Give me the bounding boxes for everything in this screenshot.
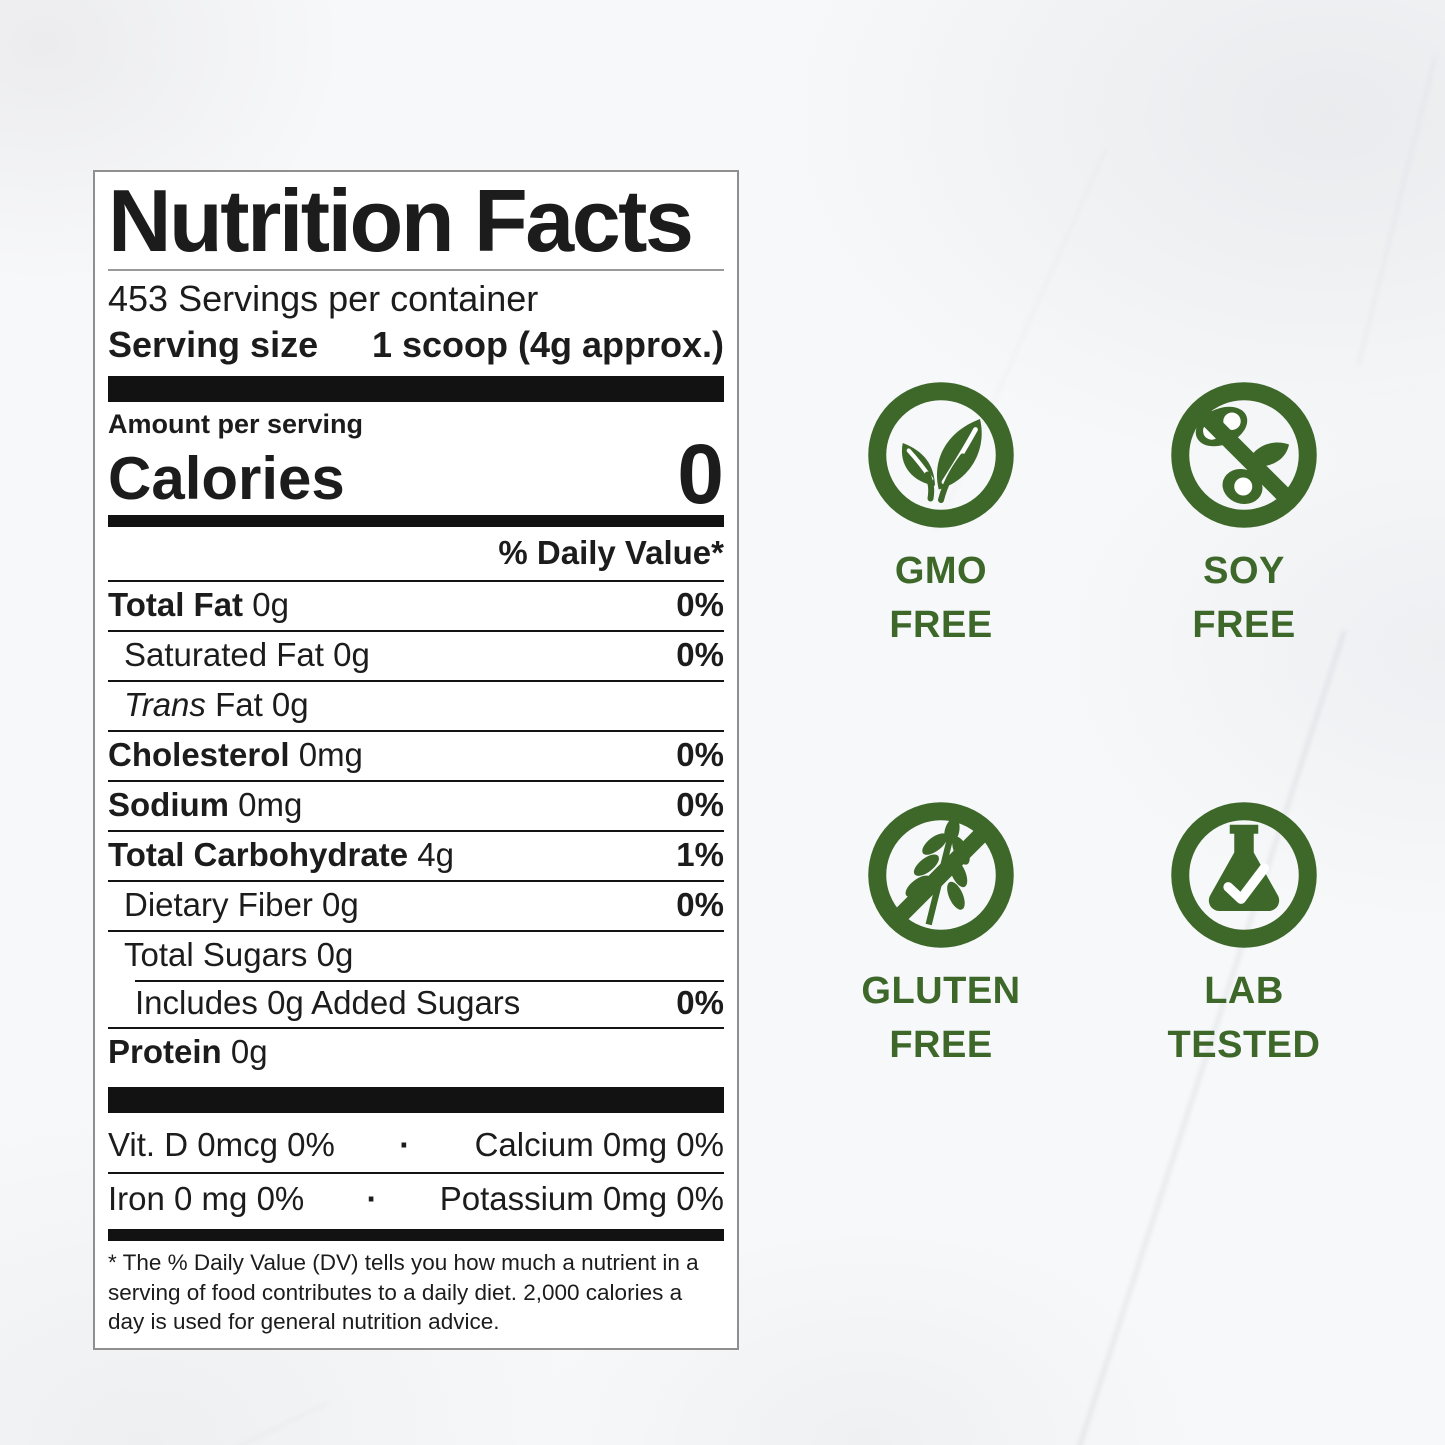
nutrient-amount: 0mg bbox=[229, 785, 303, 823]
nutrient-row-sodium: Sodium 0mg 0% bbox=[108, 779, 724, 830]
amount-per-serving-label: Amount per serving bbox=[108, 409, 364, 440]
divider-bar-thick bbox=[108, 376, 724, 403]
nutrient-name: Trans bbox=[124, 685, 206, 723]
nutrient-name: Total Carbohydrate bbox=[108, 835, 409, 873]
calories-row: Calories 0 bbox=[108, 427, 724, 522]
nutrient-dv: 0% bbox=[676, 885, 724, 923]
nutrient-amount: 0mg bbox=[289, 735, 363, 773]
nutrient-row-added-sugars: Includes 0g Added Sugars 0% bbox=[108, 979, 724, 1028]
calories-label: Calories bbox=[108, 445, 345, 513]
nutrient-dv: 0% bbox=[676, 735, 724, 773]
nutrient-name: Dietary Fiber bbox=[124, 885, 313, 923]
nutrient-name: Saturated Fat bbox=[124, 635, 324, 673]
calories-value: 0 bbox=[677, 427, 724, 522]
no-gluten-icon bbox=[866, 800, 1016, 950]
nutrient-row-trans-fat: Trans Fat 0g bbox=[108, 679, 724, 730]
servings-per-container: 453 Servings per container bbox=[108, 278, 539, 320]
serving-size-label: Serving size bbox=[108, 323, 319, 365]
nutrient-dv: 0% bbox=[676, 635, 724, 673]
no-soy-icon bbox=[1169, 380, 1319, 530]
marble-vein bbox=[93, 1402, 329, 1445]
badge-label: GLUTEN FREE bbox=[861, 970, 1021, 1066]
nutrient-amount: Fat 0g bbox=[205, 685, 309, 723]
serving-size-value: 1 scoop (4g approx.) bbox=[371, 323, 724, 365]
nutrient-amount: 0g bbox=[307, 935, 354, 973]
nutrient-row-protein: Protein 0g bbox=[108, 1027, 724, 1077]
nutrient-name: Includes 0g Added Sugars bbox=[135, 983, 521, 1021]
daily-value-footnote: * The % Daily Value (DV) tells you how m… bbox=[108, 1250, 699, 1334]
divider-bar-medium bbox=[108, 515, 724, 528]
nutrient-name: Sodium bbox=[108, 785, 229, 823]
label-title: Nutrition Facts bbox=[108, 176, 724, 272]
lab-flask-icon bbox=[1169, 800, 1319, 950]
divider-bar-thick bbox=[108, 1087, 724, 1114]
badge-soy-free: SOY FREE bbox=[1094, 380, 1394, 653]
micronutrient-left: Iron 0 mg 0% bbox=[108, 1180, 305, 1218]
nutrient-name: Total Sugars bbox=[124, 935, 308, 973]
nutrient-row-saturated-fat: Saturated Fat 0g 0% bbox=[108, 629, 724, 680]
nutrient-amount: 4g bbox=[408, 835, 454, 873]
nutrient-amount: 0g bbox=[312, 885, 359, 923]
micronutrient-row-iron-potassium: Iron 0 mg 0% · Potassium 0mg 0% bbox=[108, 1172, 724, 1226]
badge-lab-tested: LAB TESTED bbox=[1094, 800, 1394, 1073]
nutrient-dv: 1% bbox=[676, 835, 724, 873]
micronutrient-row-vitd-calcium: Vit. D 0mcg 0% · Calcium 0mg 0% bbox=[108, 1120, 724, 1172]
nutrient-name: Protein bbox=[108, 1033, 222, 1071]
dot-separator: · bbox=[399, 1126, 411, 1164]
badge-gluten-free: GLUTEN FREE bbox=[791, 800, 1091, 1073]
nutrition-facts-label: Nutrition Facts 453 Servings per contain… bbox=[93, 170, 739, 1351]
badge-label: SOY FREE bbox=[1192, 550, 1296, 646]
divider-bar-medium bbox=[108, 1229, 724, 1242]
nutrient-row-total-carbohydrate: Total Carbohydrate 4g 1% bbox=[108, 829, 724, 880]
nutrient-name: Cholesterol bbox=[108, 735, 290, 773]
dot-separator: · bbox=[366, 1180, 378, 1218]
nutrient-name: Total Fat bbox=[108, 586, 244, 624]
badge-gmo-free: GMO FREE bbox=[791, 380, 1091, 653]
nutrient-dv: 0% bbox=[676, 983, 724, 1021]
nutrient-row-dietary-fiber: Dietary Fiber 0g 0% bbox=[108, 879, 724, 930]
micronutrient-left: Vit. D 0mcg 0% bbox=[108, 1126, 335, 1164]
nutrient-dv: 0% bbox=[676, 785, 724, 823]
badge-label: LAB TESTED bbox=[1167, 970, 1321, 1066]
daily-value-header: % Daily Value* bbox=[108, 527, 724, 583]
nutrient-row-total-sugars: Total Sugars 0g bbox=[108, 929, 724, 980]
nutrient-amount: 0g bbox=[243, 586, 289, 624]
serving-size-row: Serving size 1 scoop (4g approx.) bbox=[108, 324, 724, 366]
micronutrient-right: Potassium 0mg 0% bbox=[439, 1180, 724, 1218]
badge-label: GMO FREE bbox=[889, 550, 993, 646]
nutrient-row-total-fat: Total Fat 0g 0% bbox=[108, 582, 724, 630]
nutrient-dv: 0% bbox=[676, 586, 724, 624]
nutrient-amount: 0g bbox=[323, 635, 370, 673]
nutrient-row-cholesterol: Cholesterol 0mg 0% bbox=[108, 729, 724, 780]
leaf-icon bbox=[866, 380, 1016, 530]
marble-vein bbox=[1357, 54, 1437, 366]
micronutrient-right: Calcium 0mg 0% bbox=[474, 1126, 724, 1164]
nutrient-amount: 0g bbox=[221, 1033, 268, 1071]
